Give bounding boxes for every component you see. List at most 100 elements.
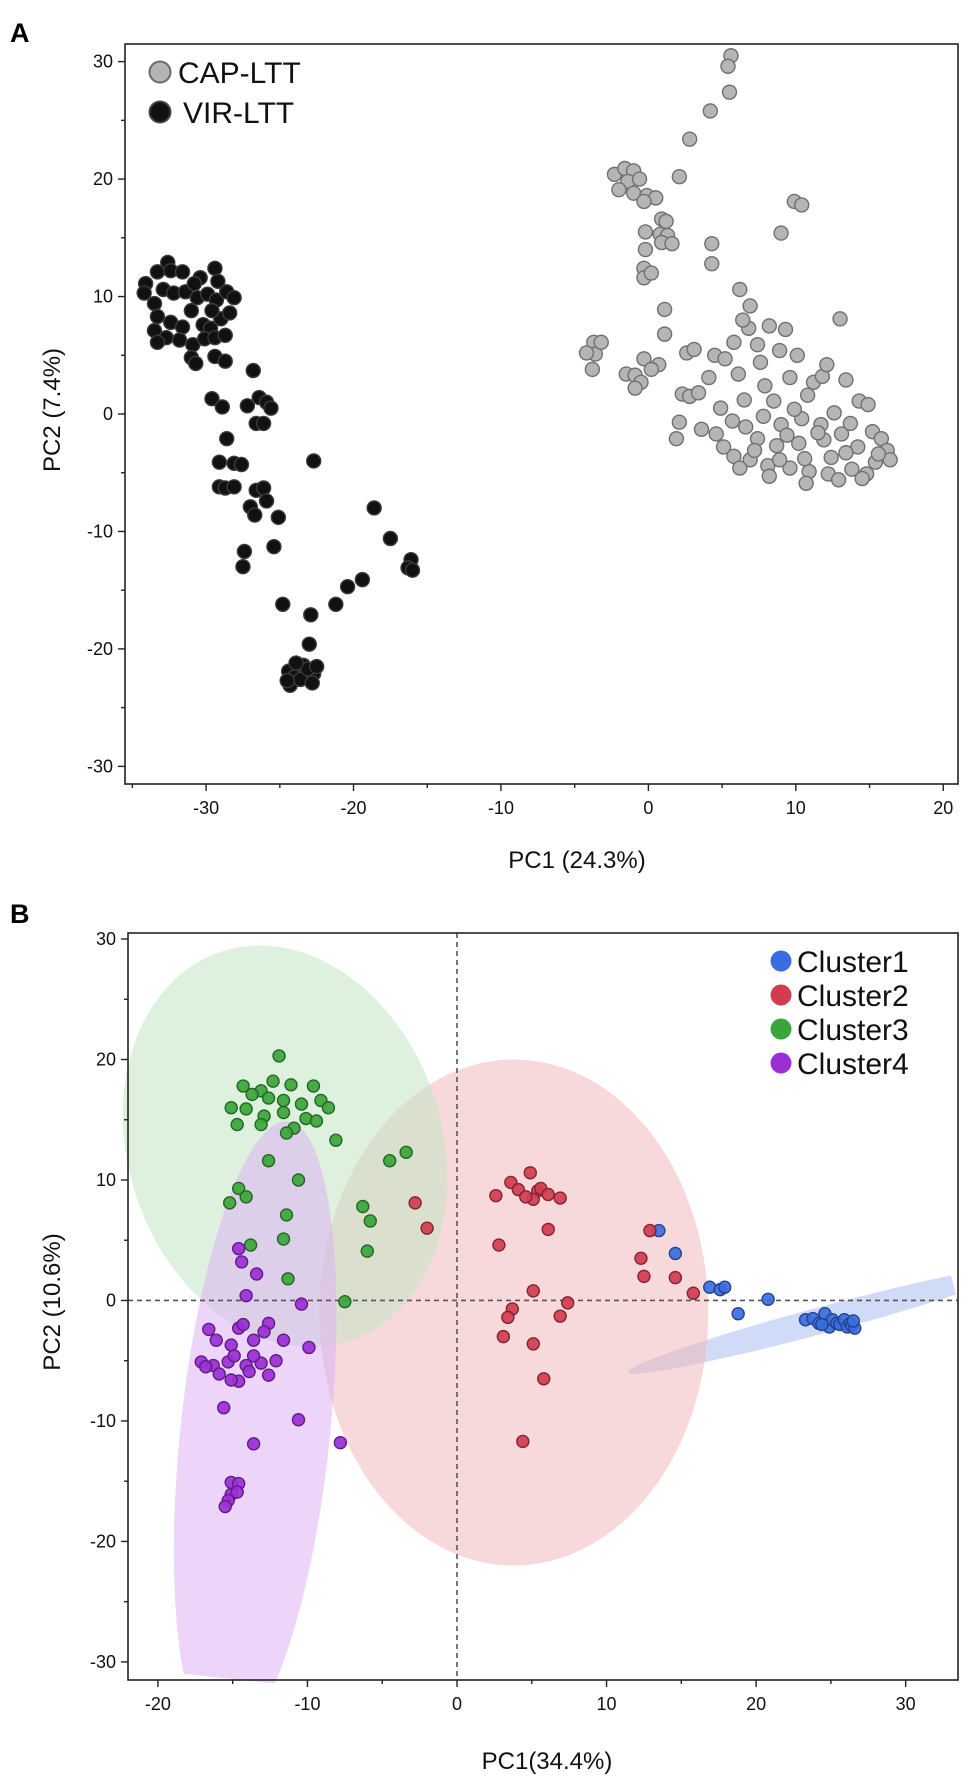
panel-b-y-tick-label: 20 — [96, 1050, 116, 1070]
panel-a-point-vir-ltt — [304, 675, 320, 691]
panel-a-point-cap-ltt — [810, 425, 826, 441]
panel-a-point-vir-ltt — [211, 454, 228, 470]
panel-b-point-cluster3 — [360, 1244, 374, 1258]
panel-a-point-cap-ltt — [796, 450, 813, 467]
panel-b-point-cluster2 — [686, 1286, 700, 1300]
panel-b-y-tick-label: -10 — [90, 1411, 116, 1431]
panel-b-point-cluster1 — [731, 1307, 745, 1321]
panel-a-point-vir-ltt — [149, 334, 166, 351]
panel-a-point-cap-ltt — [636, 351, 652, 367]
panel-a-point-cap-ltt — [766, 393, 782, 409]
panel-a-point-vir-ltt — [366, 500, 382, 516]
panel-b-point-cluster2 — [634, 1251, 648, 1266]
panel-a-point-cap-ltt — [735, 312, 751, 328]
panel-a-point-vir-ltt — [233, 456, 250, 473]
legend-marker-cluster2 — [770, 984, 792, 1006]
panel-b-point-cluster3 — [254, 1117, 268, 1132]
panel-a-point-cap-ltt — [732, 460, 748, 476]
panel-a-point-vir-ltt — [171, 332, 188, 348]
panel-b-point-cluster3 — [222, 1196, 237, 1210]
panel-a-point-cap-ltt — [712, 400, 729, 416]
panel-b-point-cluster4 — [199, 1360, 213, 1374]
panel-a-point-cap-ltt — [773, 225, 789, 241]
panel-a-point-cap-ltt — [720, 58, 736, 75]
panel-a-x-tick-label: 0 — [643, 798, 653, 818]
panel-a-point-vir-ltt — [204, 391, 220, 407]
panel-a-point-cap-ltt — [799, 387, 816, 403]
panel-a-y-tick-label: -10 — [87, 521, 113, 541]
panel-b-point-cluster3 — [243, 1238, 258, 1252]
panel-a-point-vir-ltt — [217, 327, 233, 344]
panel-b-point-cluster3 — [279, 1126, 294, 1140]
panel-b-x-tick-label: -10 — [294, 1694, 320, 1714]
legend-marker-cluster3 — [770, 1018, 792, 1040]
panel-b-x-tick-label: 10 — [597, 1694, 617, 1714]
panel-a-x-tick-label: 10 — [786, 798, 806, 818]
panel-a-point-vir-ltt — [149, 308, 166, 325]
panel-a-point-cap-ltt — [761, 318, 777, 334]
panel-a-point-cap-ltt — [702, 103, 719, 119]
panel-b-point-cluster3 — [309, 1114, 324, 1128]
panel-b-point-cluster4 — [302, 1340, 316, 1355]
panel-b-point-cluster3 — [363, 1214, 377, 1228]
panel-b-point-cluster4 — [236, 1317, 250, 1332]
legend-marker-cap-ltt — [148, 60, 172, 84]
panel-b-point-cluster4 — [276, 1333, 291, 1347]
panel-a-y-tick-label: 10 — [93, 287, 113, 307]
panel-a-point-vir-ltt — [146, 295, 163, 312]
panel-a-point-vir-ltt — [255, 480, 272, 496]
panel-a-series-cap-ltt — [578, 48, 898, 492]
panel-b-point-cluster4 — [261, 1368, 276, 1382]
panel-b-point-cluster4 — [246, 1437, 261, 1451]
panel-a-point-cap-ltt — [693, 421, 710, 437]
panel-b-point-cluster2 — [489, 1188, 503, 1203]
panel-b-point-cluster2 — [492, 1238, 506, 1252]
panel-b-point-cluster3 — [230, 1117, 244, 1132]
panel-b-point-cluster3 — [356, 1199, 370, 1214]
panel-a-point-vir-ltt — [382, 530, 399, 547]
panel-a-point-cap-ltt — [724, 413, 741, 429]
panel-a-point-vir-ltt — [258, 493, 275, 509]
legend-marker-cluster1 — [770, 950, 792, 972]
panel-a-point-cap-ltt — [870, 446, 887, 462]
panel-b-point-cluster1 — [815, 1317, 829, 1332]
panel-b-point-cluster3 — [276, 1105, 291, 1120]
panel-b-point-cluster4 — [246, 1349, 261, 1363]
legend-label-cluster4: Cluster4 — [797, 1048, 909, 1081]
panel-a-y-axis-title: PC2 (7.4%) — [39, 348, 66, 472]
panel-a-letter: A — [10, 18, 30, 48]
panel-b-point-cluster2 — [668, 1270, 683, 1285]
panel-b-point-cluster3 — [294, 1097, 309, 1111]
panel-a-point-cap-ltt — [611, 181, 627, 198]
panel-b-point-cluster2 — [523, 1166, 537, 1180]
panel-a-point-cap-ltt — [794, 197, 810, 213]
panel-a-x-tick-label: -30 — [193, 798, 219, 818]
panel-a-point-cap-ltt — [593, 334, 609, 351]
panel-a-point-vir-ltt — [339, 578, 356, 595]
panel-a-point-cap-ltt — [768, 438, 785, 454]
panel-a-x-tick-label: -10 — [488, 798, 514, 818]
panel-a-point-cap-ltt — [631, 171, 648, 187]
panel-a-point-cap-ltt — [704, 235, 720, 252]
panel-a-point-cap-ltt — [791, 435, 807, 452]
panel-a-point-cap-ltt — [786, 401, 803, 418]
panel-a-y-tick-label: 0 — [103, 404, 113, 424]
legend-label-cluster2: Cluster2 — [797, 980, 909, 1013]
panel-b-y-tick-label: 0 — [106, 1290, 116, 1310]
panel-a-y-tick-label: -30 — [87, 756, 113, 776]
panel-a-point-cap-ltt — [854, 470, 870, 487]
panel-b-point-cluster2 — [643, 1223, 657, 1238]
panel-b-point-cluster3 — [236, 1079, 250, 1093]
panel-b-y-tick-label: -30 — [90, 1652, 116, 1672]
panel-a-point-cap-ltt — [643, 265, 660, 281]
panel-b-point-cluster3 — [239, 1102, 253, 1116]
panel-b-ellipse-cluster4 — [173, 1121, 337, 1745]
panel-b-point-cluster2 — [553, 1191, 567, 1205]
panel-b-point-cluster2 — [519, 1190, 533, 1204]
panel-b: B -20 -10 0 10 20 30 -30 -20 -10 0 10 20 30 PC1(34.4… — [10, 899, 975, 1775]
panel-a-point-cap-ltt — [771, 342, 788, 359]
panel-a-point-vir-ltt — [186, 275, 202, 292]
panel-b-point-cluster3 — [276, 1093, 291, 1108]
panel-b-point-cluster4 — [249, 1267, 264, 1281]
panel-a-point-cap-ltt — [838, 372, 854, 388]
